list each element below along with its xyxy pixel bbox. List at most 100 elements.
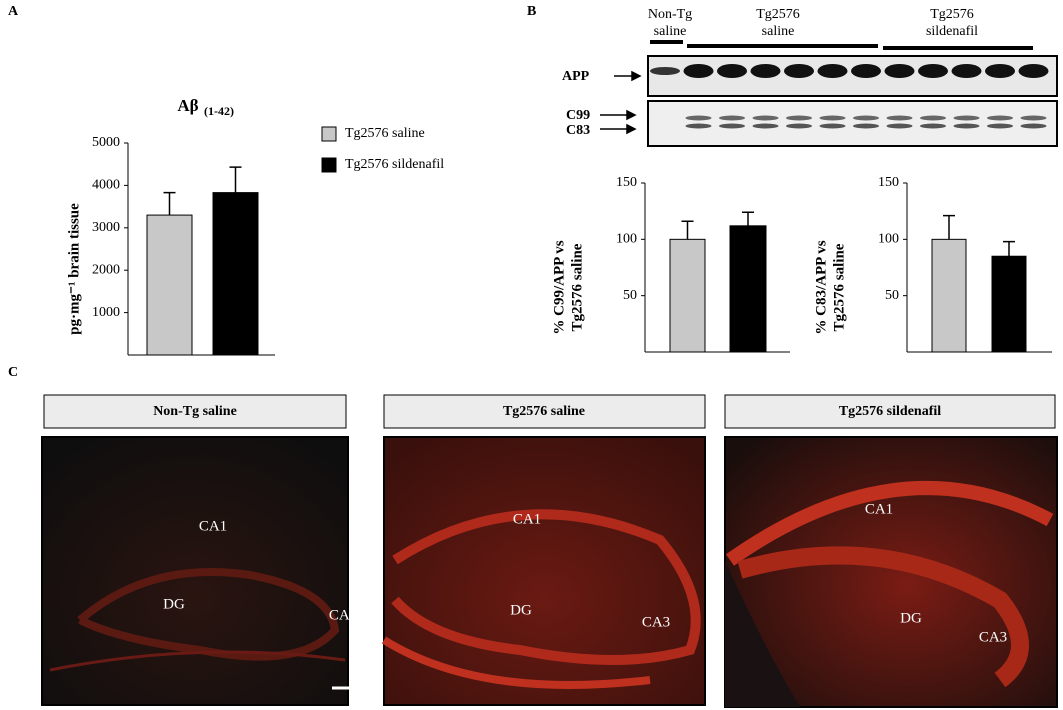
bar: [146, 214, 193, 356]
region-label: CA1: [865, 501, 893, 517]
band: [717, 64, 747, 78]
band: [1018, 64, 1049, 78]
y-tick-label: 1000: [92, 305, 120, 320]
band: [786, 123, 812, 129]
chart-title-subscript: (1-42): [204, 104, 234, 118]
y-axis-label: pg·mg⁻¹ brain tissue: [66, 203, 82, 335]
y-tick-label: 5000: [92, 135, 120, 150]
band: [920, 123, 946, 129]
band: [884, 64, 915, 78]
chart-title: Aβ: [177, 96, 198, 115]
band: [951, 64, 982, 78]
band: [851, 64, 881, 78]
title-box: [383, 394, 706, 429]
band-label: C83: [566, 123, 590, 138]
error-bar: [943, 214, 955, 240]
y-axis-label: % C99/APP vs: [551, 240, 567, 334]
band: [650, 67, 680, 75]
band-label: C99: [566, 108, 590, 123]
band: [886, 123, 913, 129]
y-tick-label: 150: [878, 175, 899, 190]
band: [685, 115, 712, 121]
group-label: Tg2576: [756, 7, 800, 22]
error-bar: [229, 166, 242, 193]
band: [817, 64, 848, 78]
bar: [991, 255, 1027, 353]
micrograph: [724, 436, 1058, 708]
y-tick-label: 50: [885, 288, 899, 303]
group-label: saline: [762, 24, 795, 39]
band: [886, 115, 913, 121]
band-label: APP: [562, 69, 590, 84]
bar: [212, 192, 259, 356]
bar: [931, 238, 967, 353]
tissue: [725, 481, 1054, 566]
band: [1020, 115, 1047, 121]
group-label: saline: [654, 24, 687, 39]
legend-swatch: [321, 157, 337, 173]
band: [752, 123, 779, 129]
region-label: CA3: [642, 614, 670, 630]
band: [719, 123, 745, 129]
y-tick-label: 3000: [92, 220, 120, 235]
title-box: [43, 394, 347, 429]
legend-label: Tg2576 sildenafil: [345, 157, 444, 172]
tissue: [49, 650, 346, 672]
band: [853, 115, 879, 121]
error-bar: [742, 211, 754, 226]
band: [786, 115, 812, 121]
region-label: CA1: [199, 518, 227, 534]
tissue: [77, 568, 340, 661]
y-tick-label: 2000: [92, 262, 120, 277]
region-label: CA3: [329, 607, 357, 623]
region-label: DG: [900, 610, 922, 626]
region-label: CA3: [979, 629, 1007, 645]
arrows: [600, 70, 642, 135]
micrograph-title: Tg2576 saline: [503, 404, 585, 419]
bar: [729, 225, 767, 353]
y-tick-label: 100: [878, 232, 899, 247]
error-bar: [681, 220, 694, 240]
legend-swatch: [321, 126, 337, 142]
panel-letter: B: [527, 4, 536, 19]
band: [953, 123, 980, 129]
blot-box: [647, 100, 1058, 147]
tissue: [381, 636, 651, 689]
micrographs: Non-Tg saline Tg2576 saline Tg2576 silde…: [41, 394, 1058, 708]
group-label: Non-Tg: [648, 7, 692, 22]
region-label: DG: [510, 602, 532, 618]
region-label: DG: [163, 596, 185, 612]
band: [685, 123, 712, 129]
micrograph-title: Tg2576 sildenafil: [839, 404, 941, 419]
band: [683, 64, 714, 78]
blot: Non-Tg saline Tg2576 saline Tg2576 silde…: [562, 7, 1058, 147]
y-tick-label: 4000: [92, 178, 120, 193]
band: [819, 115, 846, 121]
group-label: Tg2576: [930, 7, 974, 22]
band: [987, 123, 1013, 129]
band: [719, 115, 745, 121]
tissue: [725, 560, 800, 707]
y-axis-label: Tg2576 saline: [569, 243, 585, 331]
band: [953, 115, 980, 121]
band: [784, 64, 814, 78]
y-tick-label: 150: [616, 175, 637, 190]
band: [987, 115, 1013, 121]
panel-letter: C: [8, 365, 18, 380]
blot-box: [647, 55, 1058, 97]
y-axis-label: Tg2576 saline: [831, 243, 847, 331]
band: [918, 64, 948, 78]
micrograph-title: Non-Tg saline: [153, 404, 237, 419]
band: [920, 115, 946, 121]
legend-label: Tg2576 saline: [345, 126, 425, 141]
title-box: [724, 394, 1056, 429]
error-bar: [163, 191, 176, 216]
band: [1020, 123, 1047, 129]
band: [819, 123, 846, 129]
tissue: [391, 509, 701, 665]
error-bar: [1003, 240, 1015, 257]
region-label: CA1: [513, 511, 541, 527]
tissue: [737, 546, 1029, 688]
band: [752, 115, 779, 121]
